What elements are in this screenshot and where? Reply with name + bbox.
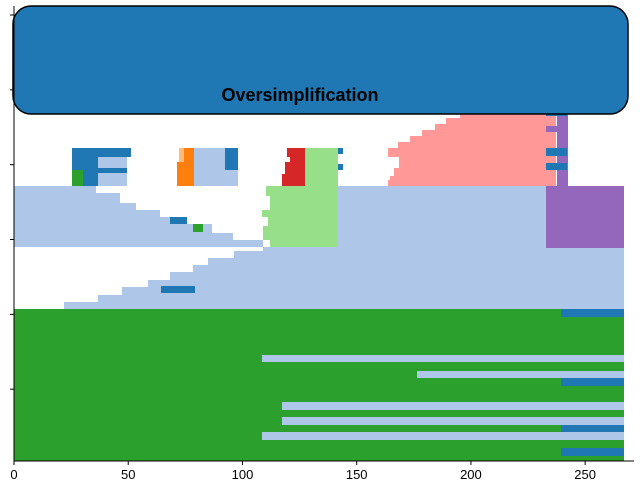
- light-blue-lower-staircase: [14, 247, 624, 309]
- dark-blue-bar-top: [561, 309, 624, 317]
- purple-block: [546, 186, 624, 248]
- purple-mark-1: [546, 126, 557, 132]
- dark-blue-bit-d: [161, 286, 195, 293]
- x-tick-label: 250: [574, 467, 596, 482]
- orange-block: [177, 162, 194, 186]
- light-green-block: [262, 148, 338, 247]
- dark-blue-bar-bottom: [561, 448, 624, 456]
- chart-title: Oversimplification: [221, 85, 378, 105]
- plot-area: [14, 110, 624, 461]
- x-tick-label: 100: [232, 467, 254, 482]
- dark-blue-block-2: [225, 148, 238, 170]
- green-patch: [72, 170, 83, 186]
- dark-blue-mark-3: [546, 163, 567, 170]
- title-banner: [12, 5, 629, 115]
- dark-blue-mark-2: [546, 148, 567, 156]
- x-tick-label: 150: [346, 467, 368, 482]
- x-tick-label: 200: [460, 467, 482, 482]
- x-axis-ticks: 0 50 100 150 200 250: [10, 461, 596, 482]
- orange-top: [184, 148, 194, 163]
- pink-block: [388, 114, 556, 186]
- light-blue-right-band: [338, 186, 546, 248]
- dark-blue-bar-mid: [561, 378, 624, 386]
- dark-blue-inner-bar: [98, 168, 127, 173]
- dark-blue-bit-c: [170, 217, 187, 224]
- y-axis-ticks: [10, 14, 14, 390]
- dark-blue-bar-low: [561, 425, 624, 433]
- green-bit: [193, 224, 203, 232]
- dark-blue-bit-a: [338, 148, 343, 154]
- light-orange-strip: [179, 148, 184, 163]
- light-blue-line-4: [282, 417, 624, 425]
- light-blue-line-5: [262, 432, 624, 440]
- light-blue-line-3: [282, 402, 624, 410]
- x-tick-label: 50: [121, 467, 135, 482]
- light-blue-line-2: [417, 371, 624, 378]
- light-blue-line-1: [262, 355, 624, 362]
- x-tick-label: 0: [10, 467, 17, 482]
- red-block: [282, 148, 305, 186]
- dark-blue-bit-b: [338, 164, 343, 170]
